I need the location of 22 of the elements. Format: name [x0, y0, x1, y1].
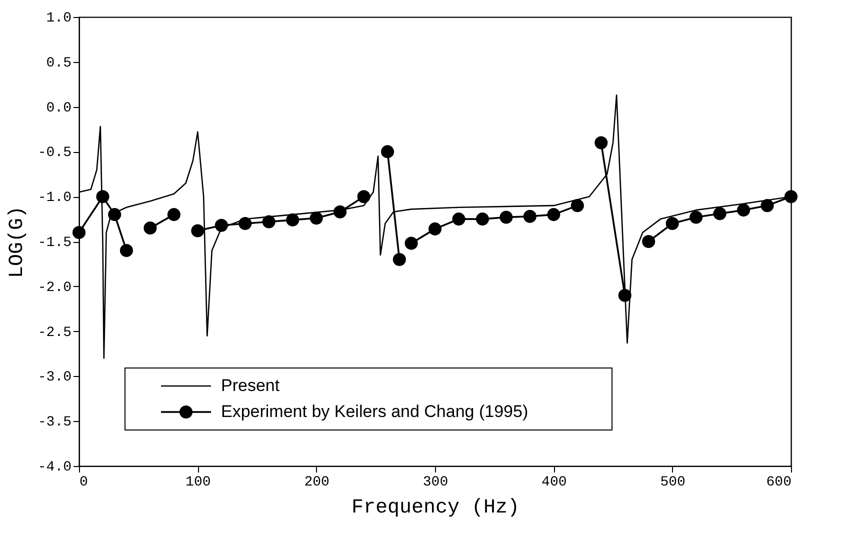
x-tick-label: 0 — [80, 474, 88, 490]
y-tick-label: 1.0 — [46, 10, 72, 26]
y-tick-label: -1.5 — [38, 235, 72, 251]
y-tick-label: -1.0 — [38, 190, 72, 206]
x-tick-label: 100 — [186, 474, 211, 490]
y-tick-label: -4.0 — [38, 460, 72, 476]
y-tick-label: -2.0 — [38, 280, 72, 296]
x-tick-label: 300 — [422, 474, 448, 490]
x-axis-title: Frequency (Hz) — [351, 496, 520, 520]
x-tick-label: 500 — [660, 474, 686, 490]
y-tick-label: 0.5 — [46, 55, 72, 72]
y-axis-title: LOG(G) — [6, 206, 29, 278]
y-tick-label: -0.5 — [38, 145, 72, 162]
y-tick-label: 0.0 — [46, 100, 72, 116]
x-tick-label: 200 — [304, 474, 330, 490]
x-tick-label: 600 — [766, 474, 792, 490]
legend-label: Experiment by Keilers and Chang (1995) — [221, 402, 528, 421]
y-tick-label: -3.5 — [38, 414, 72, 431]
legend-label: Present — [221, 376, 280, 395]
y-tick-label: -3.0 — [38, 370, 72, 386]
x-tick-label: 400 — [542, 474, 567, 490]
y-tick-label: -2.5 — [38, 324, 72, 341]
